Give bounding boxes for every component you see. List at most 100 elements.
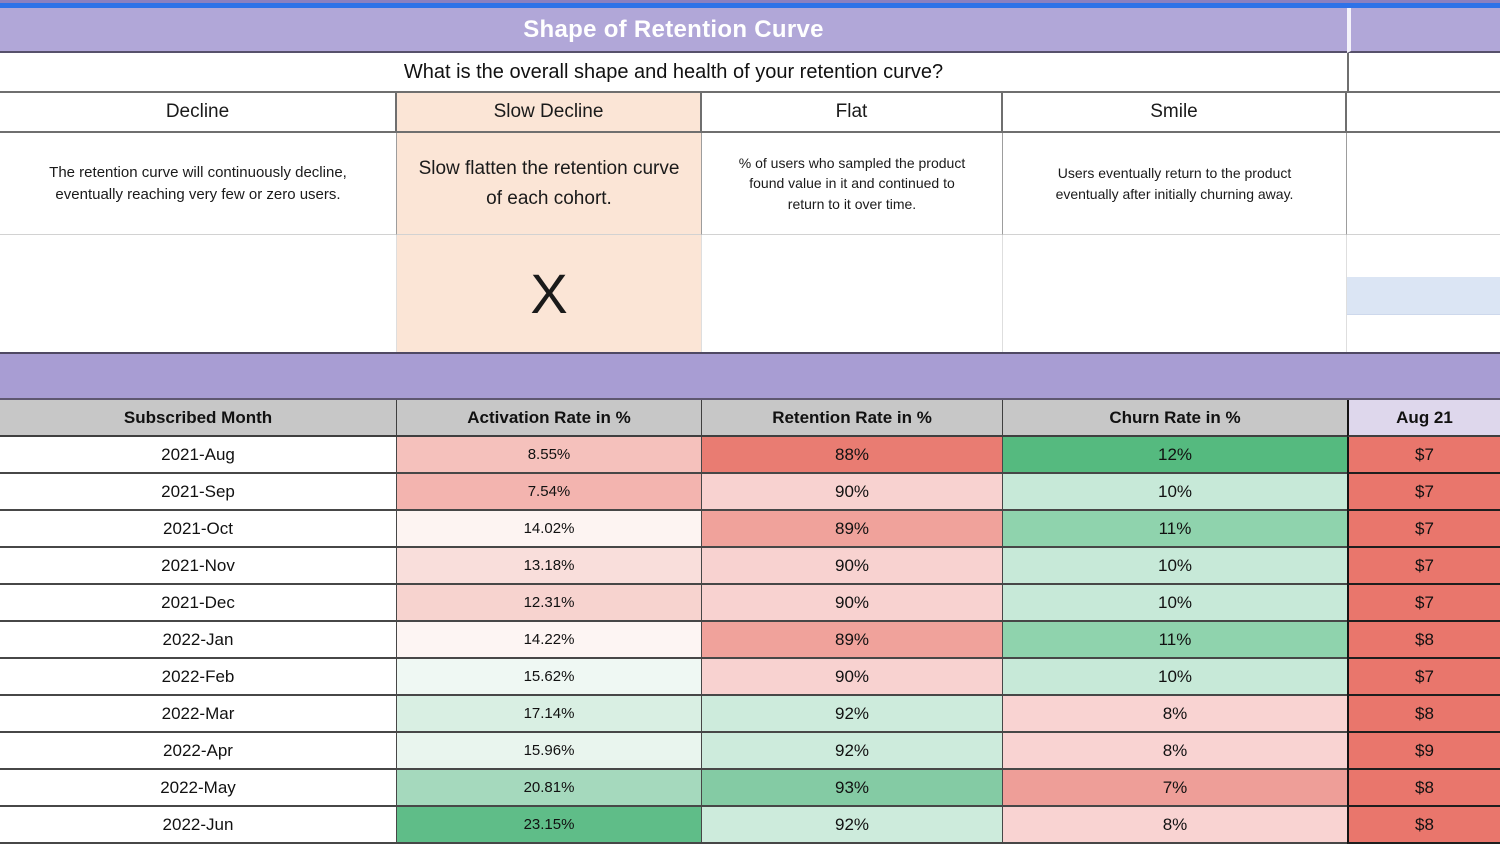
price-cell[interactable]: $8 — [1347, 770, 1500, 807]
shape-header-smile[interactable]: Smile — [1003, 93, 1347, 133]
column-header-activation-rate[interactable]: Activation Rate in % — [397, 400, 702, 437]
month-cell[interactable]: 2022-Apr — [0, 733, 397, 770]
activation-cell[interactable]: 7.54% — [397, 474, 702, 511]
month-cell[interactable]: 2022-Jan — [0, 622, 397, 659]
shape-header-flat[interactable]: Flat — [702, 93, 1003, 133]
top-accent-purple — [0, 0, 1500, 3]
activation-cell[interactable]: 8.55% — [397, 437, 702, 474]
month-cell[interactable]: 2021-Aug — [0, 437, 397, 474]
shape-label: Flat — [835, 101, 868, 122]
shape-description-row: The retention curve will continuously de… — [0, 133, 1500, 235]
table-row: 2022-May 20.81% 93% 7% $8 — [0, 770, 1500, 807]
question-cell[interactable]: What is the overall shape and health of … — [0, 53, 1347, 93]
retention-cell[interactable]: 90% — [702, 585, 1003, 622]
churn-cell[interactable]: 8% — [1003, 807, 1347, 844]
table-row: 2022-Feb 15.62% 90% 10% $7 — [0, 659, 1500, 696]
shape-header-decline[interactable]: Decline — [0, 93, 397, 133]
description-decline[interactable]: The retention curve will continuously de… — [0, 133, 397, 235]
column-header-aug-21[interactable]: Aug 21 — [1347, 400, 1500, 437]
churn-cell[interactable]: 11% — [1003, 511, 1347, 548]
churn-cell[interactable]: 7% — [1003, 770, 1347, 807]
marker-cell-flat[interactable] — [702, 235, 1003, 352]
description-right-cell[interactable] — [1347, 133, 1500, 235]
selected-cell-highlight[interactable] — [1347, 277, 1500, 315]
price-cell[interactable]: $7 — [1347, 474, 1500, 511]
churn-cell[interactable]: 10% — [1003, 585, 1347, 622]
table-row: 2022-Jun 23.15% 92% 8% $8 — [0, 807, 1500, 844]
sheet-title-cell[interactable]: Shape of Retention Curve — [0, 8, 1347, 53]
description-slow-decline[interactable]: Slow flatten the retention curve of each… — [397, 133, 702, 235]
activation-cell[interactable]: 14.22% — [397, 622, 702, 659]
retention-cell[interactable]: 88% — [702, 437, 1003, 474]
marker-cell-smile[interactable] — [1003, 235, 1347, 352]
activation-cell[interactable]: 20.81% — [397, 770, 702, 807]
retention-cell[interactable]: 89% — [702, 622, 1003, 659]
table-row: 2021-Sep 7.54% 90% 10% $7 — [0, 474, 1500, 511]
column-header-label: Aug 21 — [1396, 407, 1453, 427]
activation-cell[interactable]: 12.31% — [397, 585, 702, 622]
marker-cell-slow-decline[interactable]: X — [397, 235, 702, 352]
retention-cell[interactable]: 92% — [702, 696, 1003, 733]
activation-cell[interactable]: 13.18% — [397, 548, 702, 585]
price-cell[interactable]: $9 — [1347, 733, 1500, 770]
price-cell[interactable]: $8 — [1347, 807, 1500, 844]
churn-cell[interactable]: 11% — [1003, 622, 1347, 659]
table-header-row: Subscribed Month Activation Rate in % Re… — [0, 400, 1500, 437]
price-cell[interactable]: $7 — [1347, 437, 1500, 474]
retention-cell[interactable]: 90% — [702, 659, 1003, 696]
price-cell[interactable]: $7 — [1347, 511, 1500, 548]
activation-cell[interactable]: 17.14% — [397, 696, 702, 733]
month-cell[interactable]: 2021-Sep — [0, 474, 397, 511]
activation-cell[interactable]: 14.02% — [397, 511, 702, 548]
activation-cell[interactable]: 23.15% — [397, 807, 702, 844]
description-flat[interactable]: % of users who sampled the product found… — [702, 133, 1003, 235]
marker-cell-decline[interactable] — [0, 235, 397, 352]
month-cell[interactable]: 2022-Mar — [0, 696, 397, 733]
marker-row-right-cell[interactable] — [1347, 235, 1500, 352]
price-cell[interactable]: $8 — [1347, 696, 1500, 733]
column-header-subscribed-month[interactable]: Subscribed Month — [0, 400, 397, 437]
question-row: What is the overall shape and health of … — [0, 53, 1500, 93]
retention-cell[interactable]: 89% — [702, 511, 1003, 548]
section-divider-band — [0, 352, 1500, 400]
shape-header-right-cell[interactable] — [1347, 93, 1500, 133]
churn-cell[interactable]: 8% — [1003, 696, 1347, 733]
shape-label: Decline — [165, 101, 230, 122]
churn-cell[interactable]: 12% — [1003, 437, 1347, 474]
month-cell[interactable]: 2022-May — [0, 770, 397, 807]
description-text: Slow flatten the retention curve of each… — [418, 158, 680, 209]
churn-cell[interactable]: 10% — [1003, 659, 1347, 696]
retention-cell[interactable]: 90% — [702, 474, 1003, 511]
column-header-retention-rate[interactable]: Retention Rate in % — [702, 400, 1003, 437]
question-row-right-cell[interactable] — [1347, 53, 1500, 93]
price-cell[interactable]: $7 — [1347, 659, 1500, 696]
activation-cell[interactable]: 15.62% — [397, 659, 702, 696]
page-title: Shape of Retention Curve — [523, 15, 824, 43]
description-smile[interactable]: Users eventually return to the product e… — [1003, 133, 1347, 235]
churn-cell[interactable]: 10% — [1003, 548, 1347, 585]
table-row: 2021-Aug 8.55% 88% 12% $7 — [0, 437, 1500, 474]
month-cell[interactable]: 2022-Jun — [0, 807, 397, 844]
churn-cell[interactable]: 10% — [1003, 474, 1347, 511]
column-header-label: Retention Rate in % — [772, 407, 932, 427]
price-cell[interactable]: $7 — [1347, 548, 1500, 585]
top-accent-bar — [0, 3, 1500, 8]
churn-cell[interactable]: 8% — [1003, 733, 1347, 770]
month-cell[interactable]: 2021-Oct — [0, 511, 397, 548]
shape-header-slow-decline[interactable]: Slow Decline — [397, 93, 702, 133]
table-row: 2021-Dec 12.31% 90% 10% $7 — [0, 585, 1500, 622]
activation-cell[interactable]: 15.96% — [397, 733, 702, 770]
month-cell[interactable]: 2021-Dec — [0, 585, 397, 622]
month-cell[interactable]: 2021-Nov — [0, 548, 397, 585]
retention-cell[interactable]: 92% — [702, 733, 1003, 770]
column-header-churn-rate[interactable]: Churn Rate in % — [1003, 400, 1347, 437]
retention-cell[interactable]: 92% — [702, 807, 1003, 844]
price-cell[interactable]: $8 — [1347, 622, 1500, 659]
title-row-right-cell[interactable] — [1347, 8, 1500, 53]
price-cell[interactable]: $7 — [1347, 585, 1500, 622]
retention-cell[interactable]: 93% — [702, 770, 1003, 807]
retention-cell[interactable]: 90% — [702, 548, 1003, 585]
description-text: The retention curve will continuously de… — [49, 163, 347, 203]
month-cell[interactable]: 2022-Feb — [0, 659, 397, 696]
